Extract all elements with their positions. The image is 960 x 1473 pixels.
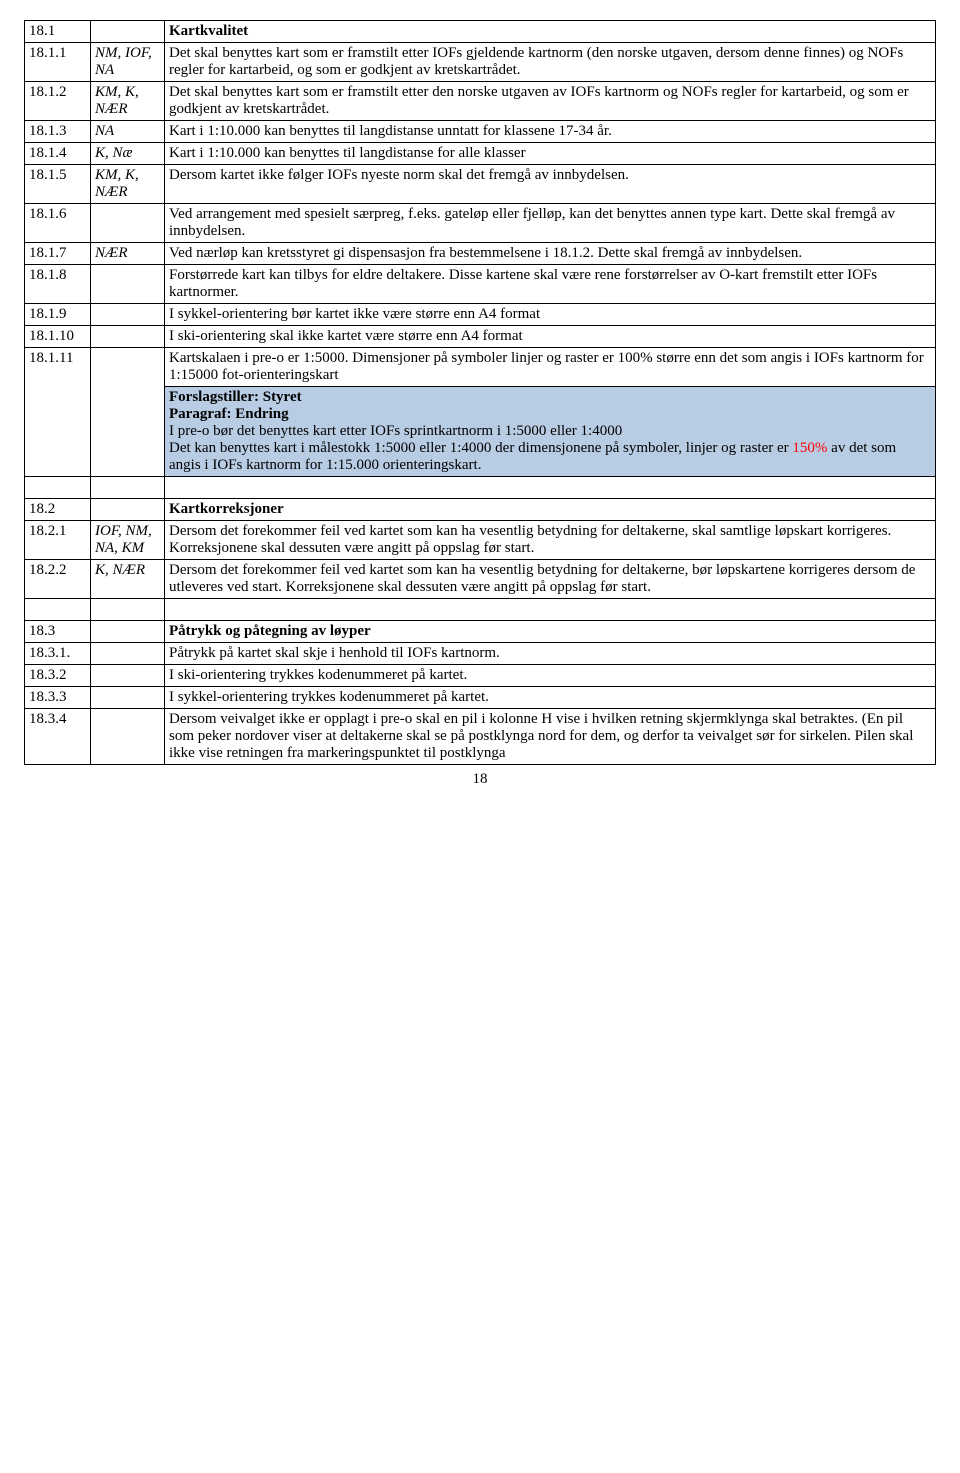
cell-src (91, 304, 165, 326)
cell-src: NÆR (91, 243, 165, 265)
table-row: 18.1.7NÆRVed nærløp kan kretsstyret gi d… (25, 243, 936, 265)
cell-src (91, 348, 165, 477)
cell-src: NM, IOF, NA (91, 43, 165, 82)
cell-num: 18.3 (25, 621, 91, 643)
cell-src (91, 599, 165, 621)
cell-txt: Påtrykk på kartet skal skje i henhold ti… (165, 643, 936, 665)
table-row: 18.3 Påtrykk og påtegning av løyper (25, 621, 936, 643)
cell-src (91, 687, 165, 709)
cell-num: 18.3.3 (25, 687, 91, 709)
cell-src (91, 709, 165, 765)
cell-num (25, 477, 91, 499)
cell-txt: Det skal benyttes kart som er framstilt … (165, 82, 936, 121)
table-row: 18.1.3NAKart i 1:10.000 kan benyttes til… (25, 121, 936, 143)
table-row: 18.2 Kartkorreksjoner (25, 499, 936, 521)
cell-num: 18.2.1 (25, 521, 91, 560)
table-row: 18.1.11 Kartskalaen i pre-o er 1:5000. Di… (25, 348, 936, 477)
cell-txt (165, 599, 936, 621)
page-number: 18 (24, 771, 936, 788)
cell-src (91, 21, 165, 43)
cell-heading: Kartkvalitet (165, 21, 936, 43)
table-row: 18.3.2 I ski-orientering trykkes kodenumm… (25, 665, 936, 687)
cell-num: 18.2 (25, 499, 91, 521)
cell-src (91, 265, 165, 304)
table-row: 18.1.8 Forstørrede kart kan tilbys for el… (25, 265, 936, 304)
cell-num: 18.1.8 (25, 265, 91, 304)
cell-txt: Dersom det forekommer feil ved kartet so… (165, 560, 936, 599)
cell-src (91, 621, 165, 643)
cell-txt: Det skal benyttes kart som er framstilt … (165, 43, 936, 82)
hl-forslagstiller: Forslagstiller: Styret (169, 389, 302, 405)
table-row: 18.1.1NM, IOF, NADet skal benyttes kart … (25, 43, 936, 82)
cell-txt: Dersom det forekommer feil ved kartet so… (165, 521, 936, 560)
cell-src (91, 326, 165, 348)
cell-num: 18.1.7 (25, 243, 91, 265)
cell-txt: Dersom veivalget ikke er opplagt i pre-o… (165, 709, 936, 765)
table-row: 18.1 Kartkvalitet (25, 21, 936, 43)
cell-num: 18.2.2 (25, 560, 91, 599)
cell-txt: Kartskalaen i pre-o er 1:5000. Dimensjon… (165, 348, 936, 477)
cell-num: 18.1.10 (25, 326, 91, 348)
cell-txt: Ved nærløp kan kretsstyret gi dispensasj… (165, 243, 936, 265)
cell-txt-main: Kartskalaen i pre-o er 1:5000. Dimensjon… (165, 348, 935, 387)
cell-src: KM, K, NÆR (91, 82, 165, 121)
table-row (25, 599, 936, 621)
regulation-table: 18.1Kartkvalitet18.1.1NM, IOF, NADet ska… (24, 20, 936, 765)
cell-num: 18.1.2 (25, 82, 91, 121)
cell-src: IOF, NM, NA, KM (91, 521, 165, 560)
cell-txt-highlight: Forslagstiller: StyretParagraf: EndringI… (165, 387, 935, 477)
table-row: 18.1.4K, NæKart i 1:10.000 kan benyttes … (25, 143, 936, 165)
cell-num: 18.3.2 (25, 665, 91, 687)
hl-red: 150% (792, 440, 827, 456)
cell-txt: I sykkel-orientering bør kartet ikke vær… (165, 304, 936, 326)
cell-num: 18.3.4 (25, 709, 91, 765)
cell-txt: Dersom kartet ikke følger IOFs nyeste no… (165, 165, 936, 204)
cell-num: 18.3.1. (25, 643, 91, 665)
cell-txt: I ski-orientering skal ikke kartet være … (165, 326, 936, 348)
cell-heading: Kartkorreksjoner (165, 499, 936, 521)
table-row: 18.1.9 I sykkel-orientering bør kartet ik… (25, 304, 936, 326)
cell-src (91, 643, 165, 665)
hl-paragraf: Paragraf: Endring (169, 406, 289, 422)
cell-src (91, 204, 165, 243)
cell-num: 18.1.4 (25, 143, 91, 165)
table-row: 18.3.3 I sykkel-orientering trykkes koden… (25, 687, 936, 709)
cell-src (91, 665, 165, 687)
cell-num: 18.1.6 (25, 204, 91, 243)
cell-num: 18.1.3 (25, 121, 91, 143)
cell-txt: Kart i 1:10.000 kan benyttes til langdis… (165, 121, 936, 143)
cell-src: KM, K, NÆR (91, 165, 165, 204)
cell-num (25, 599, 91, 621)
hl-line3: I pre-o bør det benyttes kart etter IOFs… (169, 423, 622, 439)
cell-num: 18.1.9 (25, 304, 91, 326)
table-row (25, 477, 936, 499)
table-body: 18.1Kartkvalitet18.1.1NM, IOF, NADet ska… (25, 21, 936, 765)
table-row: 18.1.10 I ski-orientering skal ikke karte… (25, 326, 936, 348)
cell-num: 18.1.1 (25, 43, 91, 82)
cell-num: 18.1.11 (25, 348, 91, 477)
cell-txt: Forstørrede kart kan tilbys for eldre de… (165, 265, 936, 304)
cell-src: K, Næ (91, 143, 165, 165)
cell-src (91, 477, 165, 499)
table-row: 18.2.1IOF, NM, NA, KMDersom det forekomm… (25, 521, 936, 560)
table-row: 18.1.5KM, K, NÆRDersom kartet ikke følge… (25, 165, 936, 204)
cell-txt: Ved arrangement med spesielt særpreg, f.… (165, 204, 936, 243)
table-row: 18.3.4 Dersom veivalget ikke er opplagt i… (25, 709, 936, 765)
hl-line4: Det kan benyttes kart i målestokk 1:5000… (169, 440, 896, 473)
cell-txt: I ski-orientering trykkes kodenummeret p… (165, 665, 936, 687)
cell-txt: I sykkel-orientering trykkes kodenummere… (165, 687, 936, 709)
cell-num: 18.1.5 (25, 165, 91, 204)
cell-heading: Påtrykk og påtegning av løyper (165, 621, 936, 643)
cell-txt (165, 477, 936, 499)
table-row: 18.3.1. Påtrykk på kartet skal skje i hen… (25, 643, 936, 665)
cell-src: K, NÆR (91, 560, 165, 599)
cell-src (91, 499, 165, 521)
table-row: 18.1.2KM, K, NÆRDet skal benyttes kart s… (25, 82, 936, 121)
table-row: 18.2.2K, NÆRDersom det forekommer feil v… (25, 560, 936, 599)
cell-src: NA (91, 121, 165, 143)
cell-num: 18.1 (25, 21, 91, 43)
table-row: 18.1.6 Ved arrangement med spesielt særpr… (25, 204, 936, 243)
cell-txt: Kart i 1:10.000 kan benyttes til langdis… (165, 143, 936, 165)
